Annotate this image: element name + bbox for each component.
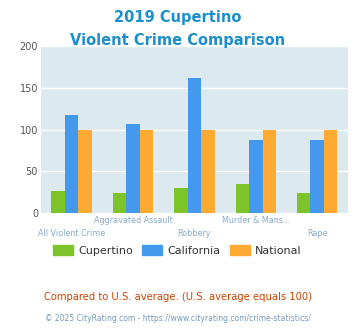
Bar	[65, 115, 78, 213]
Legend: Cupertino, California, National: Cupertino, California, National	[49, 240, 306, 260]
Bar	[263, 129, 276, 213]
Bar	[174, 188, 187, 213]
Bar	[324, 129, 338, 213]
Text: © 2025 CityRating.com - https://www.cityrating.com/crime-statistics/: © 2025 CityRating.com - https://www.city…	[45, 314, 310, 323]
Text: Aggravated Assault: Aggravated Assault	[94, 216, 172, 225]
Bar	[78, 129, 92, 213]
Text: Robbery: Robbery	[178, 229, 211, 238]
Text: Murder & Mans...: Murder & Mans...	[222, 216, 290, 225]
Text: Violent Crime Comparison: Violent Crime Comparison	[70, 33, 285, 48]
Bar	[113, 193, 126, 213]
Bar	[249, 140, 263, 213]
Bar	[187, 78, 201, 213]
Text: Rape: Rape	[307, 229, 327, 238]
Bar	[126, 124, 140, 213]
Bar	[235, 184, 249, 213]
Bar	[297, 193, 310, 213]
Bar	[201, 129, 215, 213]
Bar	[310, 140, 324, 213]
Text: Compared to U.S. average. (U.S. average equals 100): Compared to U.S. average. (U.S. average …	[44, 292, 311, 302]
Text: All Violent Crime: All Violent Crime	[38, 229, 105, 238]
Text: 2019 Cupertino: 2019 Cupertino	[114, 10, 241, 25]
Bar	[51, 191, 65, 213]
Bar	[140, 129, 153, 213]
